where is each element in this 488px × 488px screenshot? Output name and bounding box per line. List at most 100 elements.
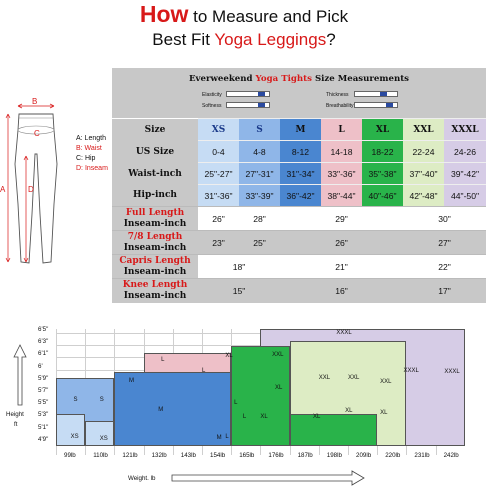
page-title-line-2: Best Fit Yoga Leggings? <box>0 28 488 52</box>
knee-sub: Inseam-inch <box>123 290 187 301</box>
cell-waist-xs: 25"-27" <box>198 162 239 185</box>
table-header: Everweekend Yoga Tights Size Measurement… <box>112 68 486 118</box>
row-us-size: US Size 0-4 4-8 8-12 14-18 18-22 22-24 24-26 <box>112 140 486 163</box>
bar-label-elasticity: Elasticity <box>202 92 222 98</box>
thickness-bar <box>354 91 398 97</box>
zone-label-s: S <box>73 397 78 404</box>
height-weight-chart: XXXL XXXL XXXL XXL XXL XXL XXL XL XL XL XL XL XL L L L L… <box>0 323 488 488</box>
zone-label-m: M <box>129 377 134 384</box>
x-tick-label: 154lb <box>210 452 226 459</box>
row-label-knee-length: Knee Length Inseam-inch <box>112 278 198 303</box>
x-tick-label: 231lb <box>414 452 430 459</box>
zone-label-xxl: XXL <box>348 375 360 382</box>
zone-label-xxl: XXL <box>318 375 331 382</box>
full-length-sub: Inseam-inch <box>123 218 187 229</box>
title-line2-post: ? <box>326 30 336 49</box>
y-tick-label: 5'9" <box>38 374 49 382</box>
elasticity-bar <box>226 91 270 97</box>
row-full-length: Full Length Inseam-inch 26" 28" 29" 30" <box>112 206 486 231</box>
chart-axis-arrows <box>13 344 365 486</box>
bar-label-breathability: Breathability <box>326 103 354 109</box>
cell-size-xs: XS <box>198 118 239 141</box>
cell-hip-s: 33"-39" <box>239 184 280 207</box>
full-length-xs: 26" <box>198 206 239 231</box>
cell-hip-xxxl: 44"-50" <box>444 184 486 207</box>
zone-label-xl: XL <box>275 385 283 392</box>
x-tick-label: 132lb <box>151 452 167 459</box>
cell-waist-xl: 35"-38" <box>362 162 403 185</box>
x-tick-label: 110lb <box>93 452 108 459</box>
knee-xs-s: 15" <box>198 278 280 303</box>
cell-waist-xxl: 37"-40" <box>403 162 444 185</box>
zone-label-l: L <box>234 399 238 406</box>
row-label-full-length: Full Length Inseam-inch <box>112 206 198 231</box>
seven-eighth-xxl-xxxl: 27" <box>403 230 486 255</box>
x-tick-label: 242lb <box>443 452 459 459</box>
row-label-capris-length: Capris Length Inseam-inch <box>112 254 198 279</box>
x-tick-label: 187lb <box>297 452 313 459</box>
seven-eighth-s: 25" <box>239 230 280 255</box>
zone-label-xs: XS <box>70 433 79 440</box>
y-axis-unit: ft <box>14 421 18 428</box>
zone-label-l: L <box>225 433 229 440</box>
zone-label-xxl: XXL <box>272 352 284 359</box>
capris-m-l-xl: 21" <box>280 254 403 279</box>
zone-label-xl: XL <box>225 353 233 360</box>
page-title-line-1: How to Measure and Pick <box>0 2 488 29</box>
table-title-red: Yoga Tights <box>255 74 312 84</box>
zone-label-xl: XL <box>312 414 321 421</box>
capris-xs-s: 18" <box>198 254 280 279</box>
cell-waist-xxxl: 39"-42" <box>444 162 486 185</box>
full-length-label: Full Length <box>125 207 185 218</box>
cell-waist-s: 27"-31" <box>239 162 280 185</box>
zone-m <box>114 371 232 447</box>
figure-label-c: C <box>34 129 40 138</box>
title-how: How <box>139 1 189 27</box>
zone-xs <box>85 420 115 447</box>
x-tick-label: 99lb <box>64 452 76 459</box>
cell-hip-xs: 31"-36" <box>198 184 239 207</box>
legend-length: A: Length <box>76 135 106 142</box>
x-tick-label: 176lb <box>268 452 284 459</box>
capris-xxl-xxxl: 22" <box>403 254 486 279</box>
cell-waist-l: 33"-36" <box>321 162 362 185</box>
cell-size-xxxl: XXXL <box>444 118 486 141</box>
zone-label-l: L <box>202 368 206 375</box>
x-axis-title: Weight. lb <box>128 475 156 482</box>
title-line2-pre: Best Fit <box>152 30 210 49</box>
table-title: Everweekend Yoga Tights Size Measurement… <box>112 74 486 84</box>
cell-us-xxxl: 24-26 <box>444 140 486 163</box>
knee-m-l-xl: 16" <box>280 278 403 303</box>
leggings-illustration: B C A D <box>0 97 58 264</box>
seven-eighth-xs: 23" <box>198 230 239 255</box>
zone-label-xxxl: XXXL <box>403 368 419 375</box>
row-capris-length: Capris Length Inseam-inch 18" 21" 22" <box>112 254 486 279</box>
zone-xs <box>56 414 86 447</box>
y-tick-label: 5'1" <box>38 423 49 431</box>
legend-hip: C: Hip <box>76 155 96 162</box>
zone-label-l: L <box>161 357 165 364</box>
full-length-s: 28" <box>239 206 280 231</box>
cell-waist-m: 31"-34" <box>280 162 321 185</box>
knee-xxl-xxxl: 17" <box>403 278 486 303</box>
bar-label-softness: Softness <box>202 103 222 109</box>
cell-us-l: 14-18 <box>321 140 362 163</box>
zone-xl <box>231 346 290 447</box>
cell-us-s: 4-8 <box>239 140 280 163</box>
y-tick-label: 5'3" <box>38 411 49 419</box>
title-line1-rest: to Measure and Pick <box>193 7 349 26</box>
knee-label: Knee Length <box>122 279 188 290</box>
cell-us-xxl: 22-24 <box>403 140 444 163</box>
size-table: Size XS S M L XL XXL XXXL US Size 0-4 4-8 8-12 14… <box>112 118 486 303</box>
row-7-8-length: 7/8 Length Inseam-inch 23" 25" 26" 27" <box>112 230 486 255</box>
zone-label-xxxl: XXXL <box>444 369 460 376</box>
x-tick-label: 220lb <box>385 452 401 459</box>
zone-xl <box>289 414 378 447</box>
cell-size-xxl: XXL <box>403 118 444 141</box>
cell-size-m: M <box>280 118 321 141</box>
x-tick-label: 209lb <box>356 452 372 459</box>
cell-size-s: S <box>239 118 280 141</box>
full-length-xxl-xxxl: 30" <box>403 206 486 231</box>
cell-hip-l: 38"-44" <box>321 184 362 207</box>
zone-label-s: S <box>99 397 104 404</box>
